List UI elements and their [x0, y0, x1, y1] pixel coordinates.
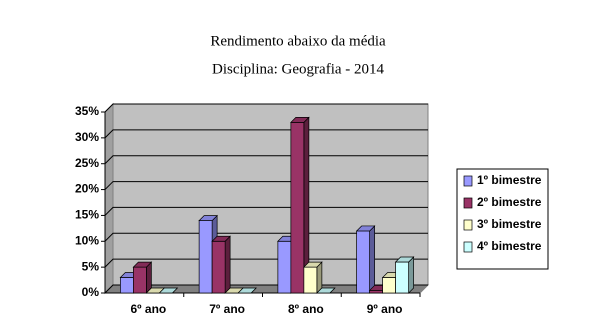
- bar-front: [395, 261, 409, 294]
- bar-front: [382, 277, 396, 294]
- grid-line: [104, 181, 428, 190]
- bar-front: [211, 240, 226, 294]
- x-tick-label: 9º ano: [367, 302, 403, 316]
- bar-front: [356, 230, 370, 294]
- grid-line: [104, 129, 428, 139]
- bar-front: [290, 121, 305, 294]
- bar-top: [290, 116, 310, 123]
- bar-top: [237, 287, 257, 294]
- y-tick-label: 0%: [82, 285, 100, 299]
- grid-line: [104, 103, 428, 113]
- bar-side: [408, 256, 414, 294]
- legend-swatch: [463, 219, 473, 231]
- y-tick-label: 25%: [75, 156, 99, 170]
- y-tick-label: 15%: [75, 208, 99, 222]
- grid-line: [104, 155, 428, 165]
- bar-front: [133, 266, 147, 294]
- x-tick-label: 8º ano: [288, 302, 324, 316]
- bar-top: [158, 287, 179, 294]
- bar: [211, 235, 231, 294]
- grid-line: [104, 284, 428, 294]
- bar: [355, 225, 376, 294]
- y-tick-label: 30%: [75, 130, 99, 144]
- side-wall: [104, 102, 114, 295]
- bar-top: [211, 235, 231, 242]
- legend-swatch: [463, 197, 473, 209]
- back-wall: [112, 103, 429, 286]
- legend-label: 3º bimestre: [477, 217, 542, 231]
- bar: [290, 116, 310, 294]
- chart-subtitle: Disciplina: Geografia - 2014: [212, 61, 385, 77]
- bar-front: [277, 240, 292, 294]
- legend-label: 2º bimestre: [477, 195, 542, 209]
- y-tick-label: 10%: [75, 233, 99, 247]
- bar-top: [132, 261, 153, 268]
- bar-side: [224, 235, 231, 294]
- bar-top: [355, 225, 376, 232]
- bar: [394, 256, 415, 294]
- bar-top: [394, 256, 415, 263]
- bar: [316, 287, 336, 294]
- bar-top: [303, 261, 323, 268]
- chart-title: Rendimento abaixo da média: [210, 33, 386, 49]
- y-tick-label: 35%: [75, 104, 99, 118]
- grid-line: [104, 258, 428, 268]
- grid-line: [104, 206, 428, 216]
- bar-front: [303, 266, 318, 294]
- y-tick-label: 5%: [82, 259, 100, 273]
- bar-front: [198, 220, 213, 294]
- bar-top: [198, 215, 218, 221]
- legend-label: 4º bimestre: [477, 239, 542, 253]
- bar: [237, 287, 257, 294]
- bar: [303, 261, 323, 294]
- grid-line: [104, 232, 428, 242]
- legend-swatch: [463, 241, 473, 253]
- legend-swatch: [463, 175, 473, 187]
- bar: [158, 287, 179, 294]
- bar-top: [316, 287, 336, 294]
- x-tick-label: 7º ano: [209, 302, 245, 316]
- bar: [132, 261, 153, 294]
- legend-label: 1º bimestre: [477, 173, 542, 187]
- bar-front: [369, 290, 383, 294]
- bar-front: [120, 277, 134, 294]
- y-tick-label: 20%: [75, 182, 99, 196]
- x-tick-label: 6º ano: [131, 302, 167, 316]
- bar-side: [369, 225, 375, 294]
